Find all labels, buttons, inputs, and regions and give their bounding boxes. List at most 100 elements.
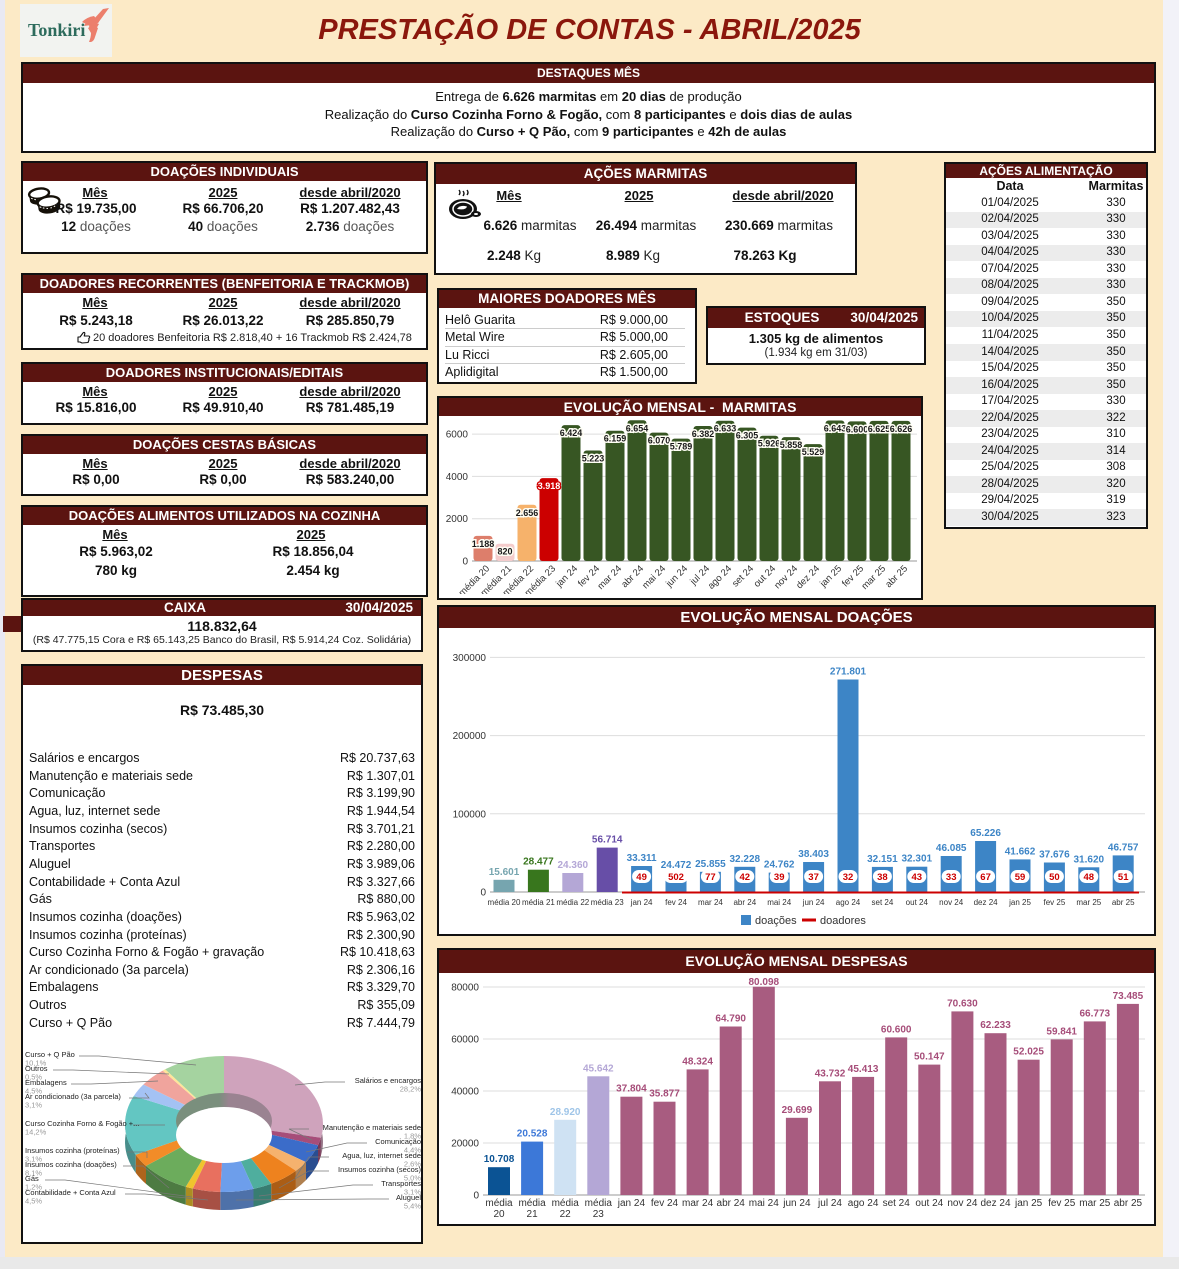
svg-text:6.305: 6.305 (736, 431, 759, 441)
svg-text:60000: 60000 (451, 1035, 479, 1046)
svg-text:0: 0 (462, 557, 468, 568)
svg-text:20000: 20000 (451, 1139, 479, 1150)
svg-text:abr 25: abr 25 (1114, 1198, 1143, 1209)
svg-text:80000: 80000 (451, 983, 479, 994)
svg-text:37.804: 37.804 (616, 1084, 647, 1095)
svg-text:4,5%: 4,5% (25, 1087, 42, 1096)
svg-text:5,4%: 5,4% (404, 1202, 421, 1211)
svg-text:jun 24: jun 24 (782, 1198, 811, 1209)
svg-text:50: 50 (1049, 872, 1060, 883)
svg-text:Agua, luz, internet sede: Agua, luz, internet sede (342, 1151, 421, 1160)
svg-text:28.920: 28.920 (550, 1107, 581, 1118)
svg-text:29.699: 29.699 (782, 1105, 813, 1116)
svg-text:set 24: set 24 (883, 1198, 911, 1209)
svg-text:6000: 6000 (446, 430, 469, 441)
svg-text:0: 0 (480, 888, 486, 899)
svg-text:65.226: 65.226 (970, 828, 1001, 839)
svg-text:fev 24: fev 24 (651, 1198, 679, 1209)
svg-text:dez 24: dez 24 (974, 898, 999, 907)
svg-text:set 24: set 24 (872, 898, 894, 907)
svg-text:Salários e encargos: Salários e encargos (355, 1076, 422, 1085)
svg-text:ago 24: ago 24 (706, 563, 734, 591)
svg-text:35.877: 35.877 (649, 1089, 680, 1100)
svg-text:out 24: out 24 (906, 898, 929, 907)
svg-text:25.855: 25.855 (695, 859, 726, 870)
svg-text:62.233: 62.233 (980, 1020, 1011, 1031)
svg-text:mai 24: mai 24 (749, 1198, 779, 1209)
svg-text:10,1%: 10,1% (25, 1059, 47, 1068)
svg-text:5.789: 5.789 (670, 442, 693, 452)
svg-text:6.625: 6.625 (868, 424, 891, 434)
svg-text:38: 38 (877, 872, 888, 883)
svg-text:jun 24: jun 24 (802, 898, 825, 907)
svg-text:10.708: 10.708 (484, 1154, 515, 1165)
svg-text:50.147: 50.147 (914, 1052, 945, 1063)
svg-text:abr 24: abr 24 (717, 1198, 746, 1209)
svg-text:doações: doações (755, 915, 797, 927)
svg-text:59.841: 59.841 (1046, 1026, 1077, 1037)
svg-text:46.085: 46.085 (936, 843, 967, 854)
svg-text:100000: 100000 (453, 809, 487, 820)
svg-text:24.472: 24.472 (661, 860, 692, 871)
svg-text:fev 24: fev 24 (665, 898, 687, 907)
svg-text:77: 77 (705, 872, 716, 883)
svg-text:fev 25: fev 25 (1044, 898, 1066, 907)
svg-text:3,1%: 3,1% (25, 1155, 42, 1164)
svg-text:0: 0 (473, 1191, 479, 1202)
svg-text:1,2%: 1,2% (25, 1183, 42, 1192)
svg-text:ago 24: ago 24 (836, 898, 861, 907)
svg-text:32.301: 32.301 (902, 854, 933, 865)
svg-text:mar 25: mar 25 (1079, 1198, 1111, 1209)
svg-text:24.360: 24.360 (558, 860, 589, 871)
svg-text:4000: 4000 (446, 472, 469, 483)
svg-text:22: 22 (560, 1209, 572, 1220)
svg-text:6.070: 6.070 (648, 436, 671, 446)
svg-text:nov 24: nov 24 (947, 1198, 977, 1209)
svg-text:70.630: 70.630 (947, 998, 978, 1009)
svg-text:Transportes: Transportes (381, 1179, 421, 1188)
svg-text:200000: 200000 (453, 731, 487, 742)
svg-text:fev 25: fev 25 (1048, 1198, 1076, 1209)
svg-text:ago 24: ago 24 (848, 1198, 879, 1209)
svg-text:média 23: média 23 (591, 898, 624, 907)
svg-text:820: 820 (497, 547, 512, 557)
svg-text:6.643: 6.643 (824, 424, 847, 434)
svg-text:Insumos cozinha (proteínas): Insumos cozinha (proteínas) (25, 1146, 120, 1155)
svg-text:4,5%: 4,5% (25, 1197, 42, 1206)
svg-text:37: 37 (808, 872, 819, 883)
svg-text:mai 24: mai 24 (767, 898, 792, 907)
svg-text:6.626: 6.626 (890, 424, 913, 434)
svg-text:67: 67 (980, 872, 991, 883)
svg-text:média: média (552, 1198, 580, 1209)
svg-text:mar 24: mar 24 (595, 563, 624, 592)
svg-text:271.801: 271.801 (830, 667, 867, 678)
svg-text:5.858: 5.858 (780, 440, 803, 450)
svg-text:64.790: 64.790 (715, 1014, 746, 1025)
svg-text:jul 24: jul 24 (817, 1198, 842, 1209)
svg-text:56.714: 56.714 (592, 835, 623, 846)
svg-text:mar 24: mar 24 (698, 898, 723, 907)
svg-text:73.485: 73.485 (1113, 991, 1144, 1002)
svg-text:média: média (518, 1198, 546, 1209)
svg-text:jan 25: jan 25 (1014, 1198, 1043, 1209)
svg-text:59: 59 (1015, 872, 1026, 883)
svg-text:45.413: 45.413 (848, 1064, 879, 1075)
svg-text:6.633: 6.633 (714, 424, 737, 434)
svg-text:2.656: 2.656 (516, 508, 539, 518)
svg-text:Curso Cozinha Forno & Fogão +.: Curso Cozinha Forno & Fogão +... (25, 1119, 139, 1128)
svg-text:6.424: 6.424 (560, 428, 583, 438)
svg-text:dez 24: dez 24 (794, 563, 822, 591)
svg-text:15.601: 15.601 (489, 867, 520, 878)
svg-text:Embalagens: Embalagens (25, 1078, 67, 1087)
svg-text:33.311: 33.311 (627, 853, 657, 864)
svg-text:Insumos cozinha (secos): Insumos cozinha (secos) (338, 1165, 421, 1174)
svg-text:20: 20 (493, 1209, 505, 1220)
svg-text:jan 25: jan 25 (817, 563, 844, 590)
svg-text:24.762: 24.762 (764, 860, 795, 871)
svg-text:mar 25: mar 25 (859, 563, 888, 592)
svg-text:Aluguel: Aluguel (396, 1193, 421, 1202)
svg-text:0,5%: 0,5% (25, 1073, 42, 1082)
svg-text:28,2%: 28,2% (400, 1085, 422, 1094)
svg-text:45.642: 45.642 (583, 1063, 614, 1074)
svg-text:média 20: média 20 (488, 898, 521, 907)
